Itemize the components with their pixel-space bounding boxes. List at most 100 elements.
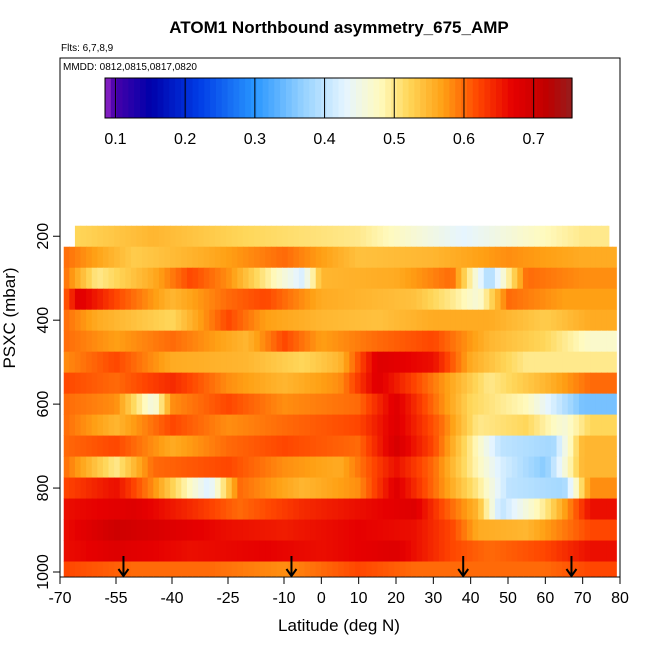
heatmap-cell (354, 498, 362, 520)
heatmap-cell (270, 498, 278, 520)
heatmap-cell (142, 330, 149, 353)
heatmap-cell (422, 414, 429, 436)
colorbar-cell (367, 78, 375, 118)
heatmap-cell (214, 477, 222, 499)
heatmap-cell (422, 288, 429, 311)
heatmap-cell (270, 267, 278, 290)
colorbar-tick-label: 0.2 (174, 131, 196, 148)
heatmap-cell (181, 246, 188, 269)
heatmap-cell (332, 498, 339, 520)
heatmap-cell (63, 414, 70, 436)
heatmap-cell (102, 435, 110, 457)
heatmap-cell (298, 372, 306, 395)
heatmap-cell (142, 435, 149, 457)
heatmap-cell (494, 288, 502, 311)
heatmap-cell (282, 414, 289, 436)
heatmap-cell (108, 309, 115, 332)
colorbar-cell (478, 78, 486, 118)
heatmap-cell (371, 561, 378, 577)
heatmap-cell (175, 519, 182, 541)
heatmap-cell (265, 330, 272, 353)
heatmap-cell (181, 372, 188, 395)
heatmap-cell (438, 288, 446, 311)
heatmap-cell (321, 435, 328, 457)
heatmap-cell (203, 246, 210, 269)
heatmap-cell (69, 330, 76, 353)
heatmap-cell (130, 456, 138, 478)
heatmap-cell (153, 561, 160, 577)
heatmap-cell (573, 330, 580, 353)
heatmap-cell (287, 393, 294, 416)
heatmap-cell (158, 477, 166, 499)
heatmap-cell (612, 519, 617, 541)
heatmap-cell (147, 456, 154, 478)
heatmap-cell (315, 456, 322, 478)
heatmap-cell (321, 225, 328, 248)
heatmap-cell (506, 414, 513, 436)
heatmap-cell (86, 435, 93, 457)
heatmap-cell (74, 288, 82, 311)
heatmap-cell (231, 330, 238, 353)
heatmap-cell (595, 456, 602, 478)
heatmap-cell (427, 351, 434, 374)
heatmap-cell (382, 330, 390, 353)
heatmap-cell (500, 561, 507, 577)
heatmap-cell (226, 246, 233, 269)
heatmap-cell (573, 540, 580, 562)
heatmap-cell (326, 246, 334, 269)
heatmap-cell (366, 288, 373, 311)
heatmap-cell (606, 540, 614, 562)
heatmap-cell (276, 561, 283, 577)
heatmap-cell (248, 225, 255, 248)
heatmap-cell (545, 435, 552, 457)
heatmap-cell (338, 540, 345, 562)
heatmap-cell (158, 540, 166, 562)
heatmap-cell (478, 267, 485, 290)
heatmap-cell (584, 288, 591, 311)
heatmap-cell (158, 267, 166, 290)
heatmap-cell (254, 456, 261, 478)
heatmap-cell (438, 267, 446, 290)
colorbar-tick-label: 0.5 (383, 131, 405, 148)
heatmap-cell (422, 372, 429, 395)
heatmap-cell (270, 477, 278, 499)
heatmap-cell (371, 372, 378, 395)
heatmap-cell (394, 246, 401, 269)
heatmap-cell (321, 456, 328, 478)
heatmap-cell (416, 288, 423, 311)
heatmap-cell (360, 561, 367, 577)
heatmap-cell (158, 351, 166, 374)
heatmap-cell (119, 414, 126, 436)
heatmap-cell (114, 414, 121, 436)
heatmap-cell (248, 288, 255, 311)
heatmap-cell (405, 351, 412, 374)
heatmap-cell (259, 330, 266, 353)
heatmap-cell (466, 456, 474, 478)
heatmap-cell (539, 477, 546, 499)
heatmap-cell (63, 267, 70, 290)
heatmap-cell (287, 519, 294, 541)
heatmap-cell (287, 477, 294, 499)
heatmap-cell (198, 540, 205, 562)
heatmap-cell (562, 519, 569, 541)
heatmap-cell (461, 414, 468, 436)
heatmap-cell (192, 351, 199, 374)
colorbar-cell (215, 78, 223, 118)
heatmap-cell (242, 330, 250, 353)
heatmap-cell (606, 435, 614, 457)
heatmap-cell (181, 477, 188, 499)
heatmap-cell (466, 372, 474, 395)
heatmap-cell (298, 540, 306, 562)
heatmap-cell (214, 540, 222, 562)
heatmap-cell (438, 225, 446, 248)
heatmap-cell (382, 540, 390, 562)
heatmap-cell (433, 372, 440, 395)
heatmap-cell (489, 246, 496, 269)
heatmap-cell (265, 519, 272, 541)
heatmap-cell (461, 519, 468, 541)
heatmap-cell (198, 498, 205, 520)
heatmap-cell (343, 372, 350, 395)
heatmap-cell (522, 351, 530, 374)
heatmap-cell (550, 456, 558, 478)
heatmap-cell (606, 561, 614, 577)
